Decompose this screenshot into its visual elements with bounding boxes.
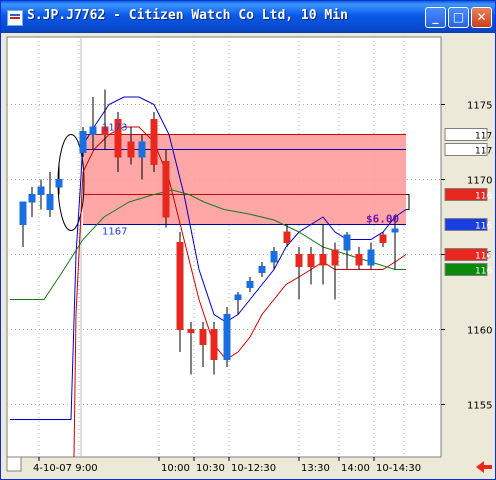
- candle-body[interactable]: [331, 249, 339, 266]
- candle-body[interactable]: [355, 254, 363, 266]
- x-axis-tick-label: 14:00: [341, 463, 370, 474]
- x-axis-tick-label: 4-10-07 9:00: [33, 463, 98, 474]
- candle-body[interactable]: [187, 329, 195, 333]
- price-tag: [444, 188, 488, 201]
- candle-body[interactable]: [199, 329, 207, 345]
- y-axis-tick-label: 1175: [467, 101, 492, 112]
- candle-body[interactable]: [295, 254, 303, 267]
- candle-body[interactable]: [391, 228, 399, 233]
- maximize-button[interactable]: □: [448, 7, 469, 28]
- candle-body[interactable]: [127, 141, 135, 158]
- y-axis-tick-label: 1170: [467, 176, 492, 187]
- candle-body[interactable]: [114, 119, 122, 158]
- range-bottom-price-label: 1167: [102, 227, 127, 238]
- candle-body[interactable]: [138, 141, 146, 158]
- price-tag: [444, 143, 488, 156]
- candle-body[interactable]: [307, 254, 315, 267]
- candle-body[interactable]: [367, 249, 375, 266]
- candle-body[interactable]: [19, 201, 27, 225]
- close-button[interactable]: ✕: [471, 7, 492, 28]
- candle-body[interactable]: [37, 186, 45, 195]
- price-tag: [444, 218, 488, 231]
- price-tag-label: 1165: [475, 252, 493, 262]
- price-tag: [444, 128, 488, 141]
- y-axis-tick-label: 1160: [467, 326, 492, 337]
- price-tag: [444, 263, 488, 276]
- price-chart[interactable]: 1173 1167 $6.00 1155 1160 1165 1170 1175 1173 117…: [4, 33, 493, 478]
- price-tag-label: 1172: [475, 147, 493, 157]
- range-bracket: [406, 194, 410, 210]
- candle-body[interactable]: [379, 234, 387, 243]
- x-axis-tick-label: 13:30: [301, 463, 330, 474]
- title-bar[interactable]: S.JP.J7762 - Citizen Watch Co Ltd, 10 Mi…: [1, 1, 495, 33]
- range-top-price-label: 1173: [102, 123, 127, 134]
- candle-body[interactable]: [319, 254, 327, 266]
- candle-body[interactable]: [258, 266, 266, 273]
- candle-body[interactable]: [162, 161, 170, 218]
- candle-body[interactable]: [46, 194, 54, 210]
- window-title: S.JP.J7762 - Citizen Watch Co Ltd, 10 Mi…: [27, 8, 348, 23]
- candle-body[interactable]: [176, 242, 184, 330]
- x-axis-tick-label: 10:00: [161, 463, 190, 474]
- price-tag-label: 1173: [475, 132, 493, 142]
- candle-body[interactable]: [55, 179, 63, 188]
- chart-client-area: 1173 1167 $6.00 1155 1160 1165 1170 1175 1173 117…: [4, 33, 493, 478]
- candle-body[interactable]: [234, 294, 242, 300]
- candle-body[interactable]: [28, 194, 36, 203]
- x-axis-tick-label: 10:30: [196, 463, 225, 474]
- candle-body[interactable]: [210, 329, 218, 360]
- price-tag: [444, 248, 488, 261]
- x-axis-tick-label: 10-12:30: [231, 463, 276, 474]
- candle-body[interactable]: [270, 251, 278, 263]
- scroll-reset-box[interactable]: [6, 456, 22, 472]
- x-axis-tick-label: 10-14:30: [376, 463, 421, 474]
- scroll-left-arrow-icon[interactable]: [476, 461, 492, 473]
- chart-app-icon: [7, 10, 23, 26]
- range-value-label: $6.00: [366, 213, 399, 226]
- price-tag-label: 1169: [475, 192, 493, 202]
- candle-body[interactable]: [283, 231, 291, 243]
- candle-body[interactable]: [101, 126, 109, 135]
- candle-body[interactable]: [343, 234, 351, 251]
- candle-body[interactable]: [223, 314, 231, 360]
- candle-body[interactable]: [246, 281, 254, 288]
- candle-body[interactable]: [89, 126, 97, 135]
- minimize-button[interactable]: _: [425, 7, 446, 28]
- y-axis-tick-label: 1155: [467, 401, 492, 412]
- candle-body[interactable]: [79, 131, 87, 153]
- candle-body[interactable]: [150, 119, 158, 165]
- price-tag-label: 1167: [475, 222, 493, 232]
